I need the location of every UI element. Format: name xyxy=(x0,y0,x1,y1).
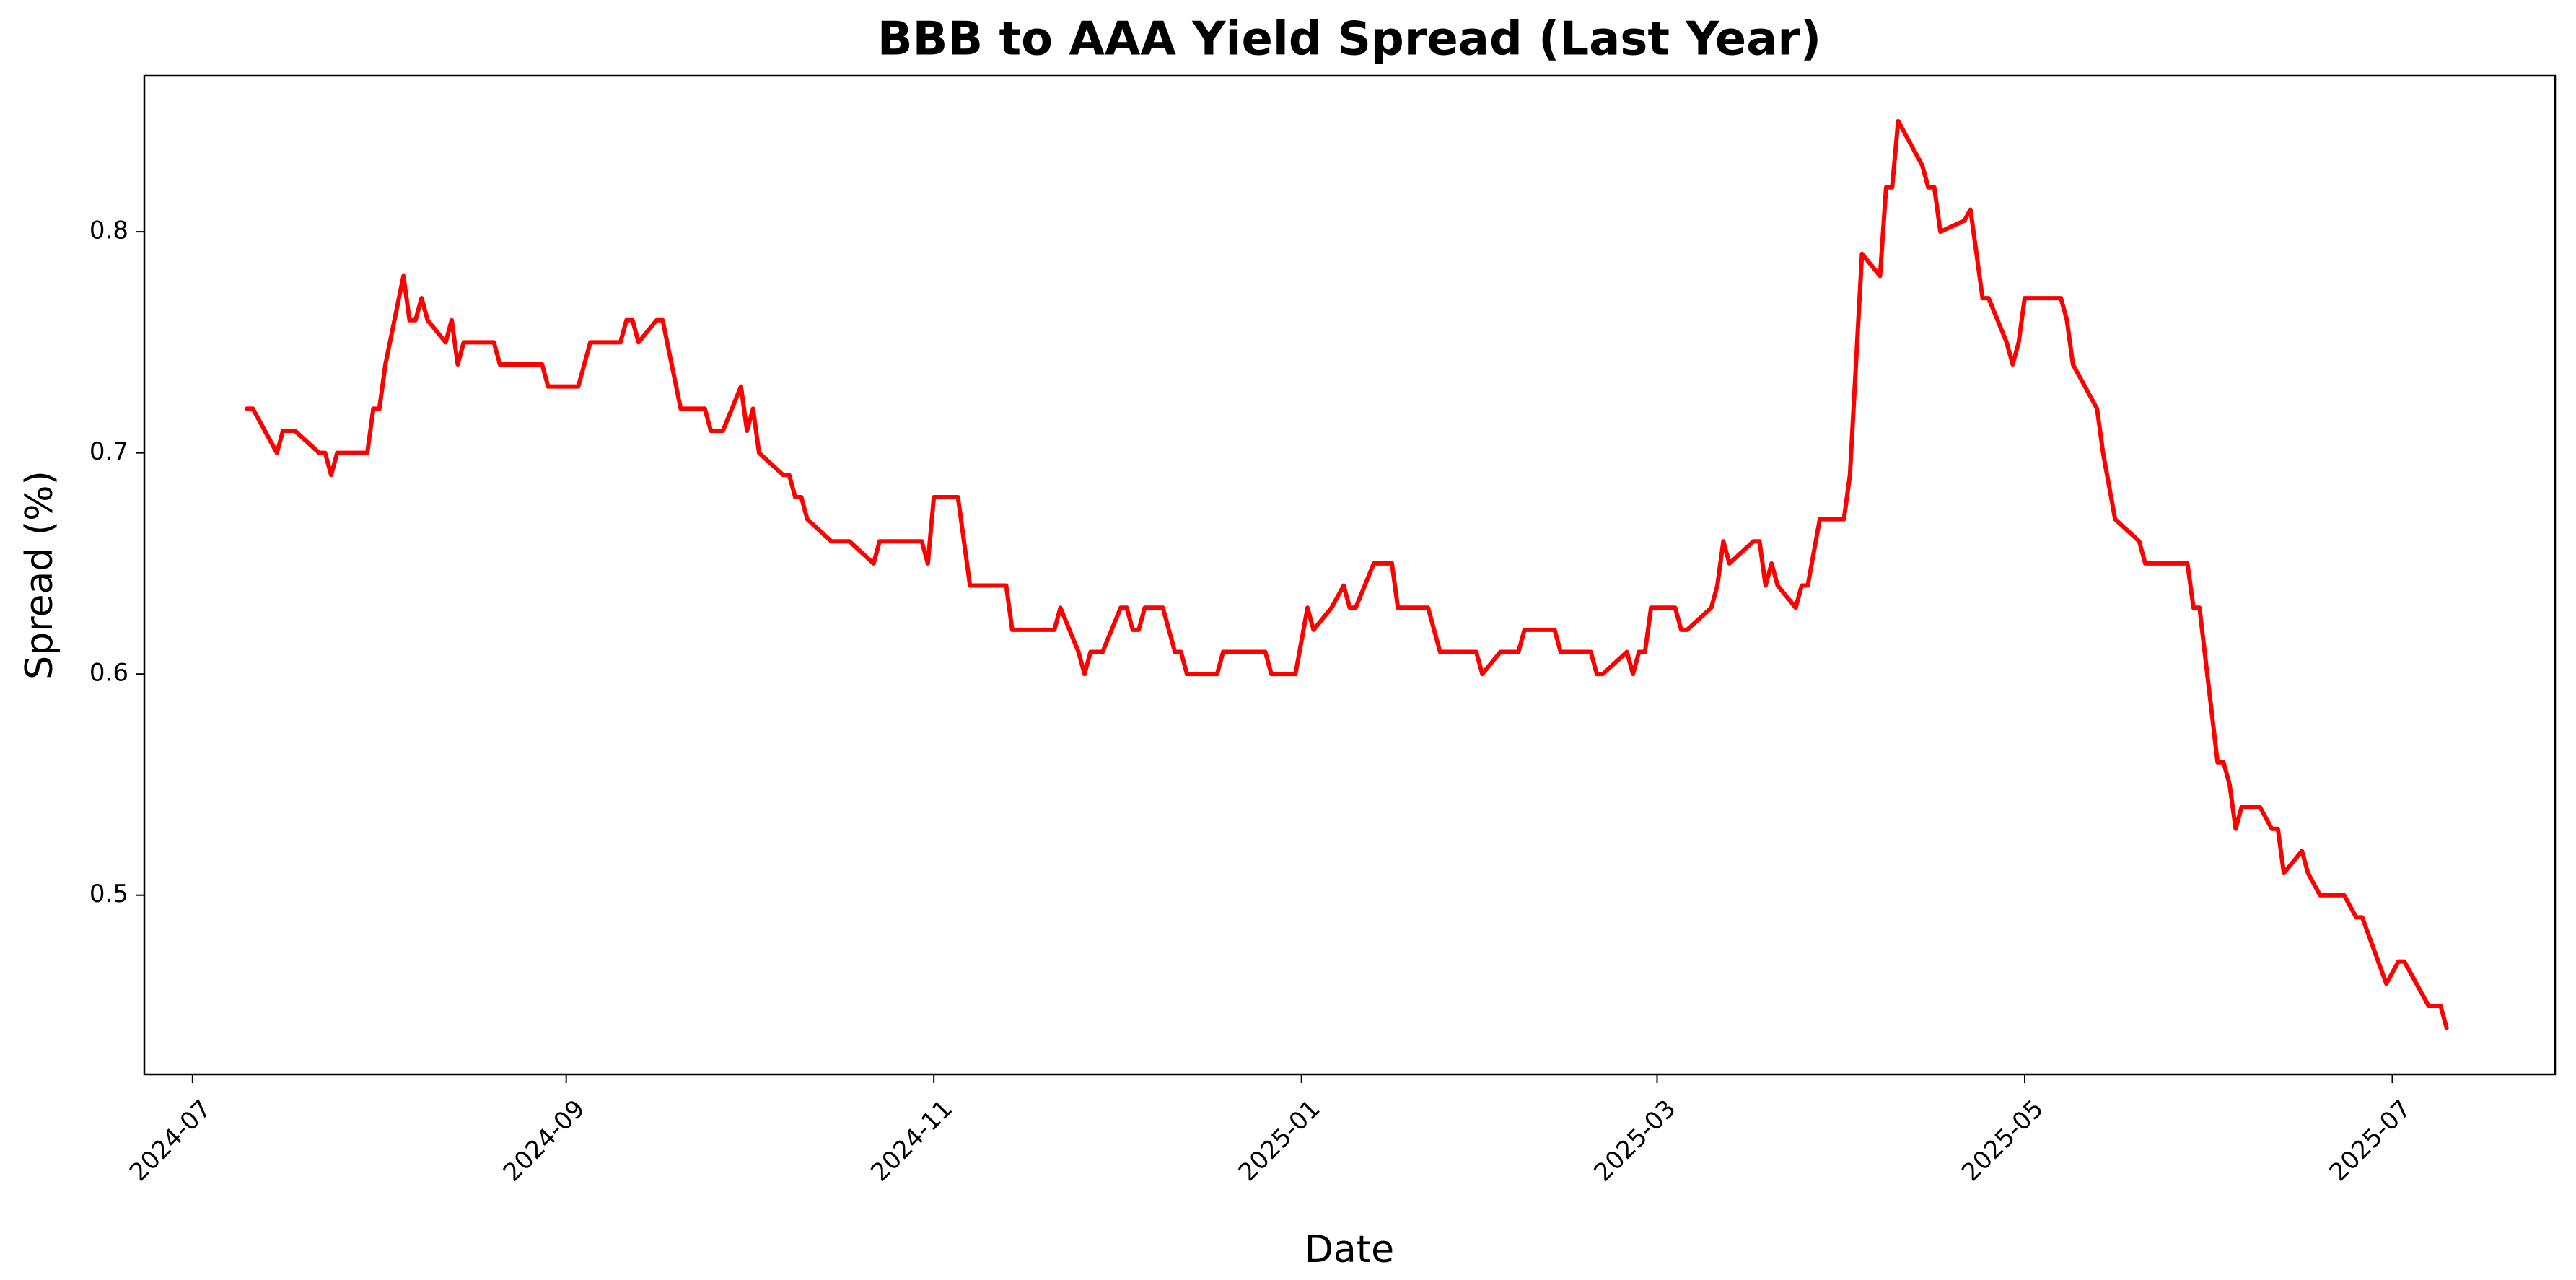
y-tick-label: 0.6 xyxy=(89,659,128,688)
y-tick-label: 0.5 xyxy=(89,880,128,908)
y-tick-label: 0.8 xyxy=(89,216,128,245)
plot-frame xyxy=(143,74,2557,1076)
y-axis-label: Spread (%) xyxy=(18,470,61,680)
series-line xyxy=(244,118,2449,1030)
chart-title: BBB to AAA Yield Spread (Last Year) xyxy=(877,13,1821,66)
x-axis-label: Date xyxy=(1305,1228,1394,1271)
y-tick-label: 0.7 xyxy=(89,437,128,466)
